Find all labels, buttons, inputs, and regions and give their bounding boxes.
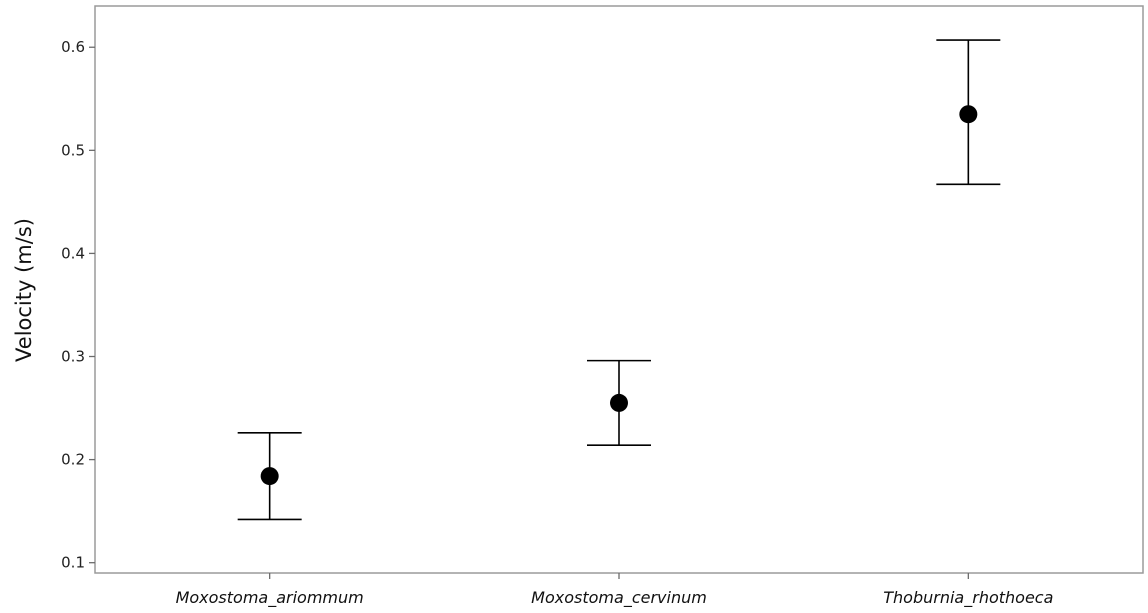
x-category-label: Moxostoma_cervinum (531, 588, 707, 608)
mean-point (959, 105, 978, 124)
x-category-label: Thoburnia_rhothoeca (883, 588, 1053, 608)
x-category-label: Moxostoma_ariommum (176, 588, 364, 608)
plot-frame (94, 5, 1144, 574)
series-intervals (237, 39, 1001, 521)
mean-point (610, 393, 628, 412)
y-axis-title: Velocity (m/s) (12, 218, 36, 362)
interval-1 (237, 431, 302, 521)
y-tick-label: 0.3 (61, 348, 85, 366)
y-tick-label: 0.6 (61, 38, 85, 56)
y-tick-label: 0.1 (61, 554, 85, 572)
x-axis: Moxostoma_ariommum Moxostoma_cervinum Thob… (176, 573, 1053, 608)
y-tick-label: 0.2 (61, 451, 85, 469)
y-axis: 0.1 0.2 0.3 0.4 0.5 0.6 (61, 38, 95, 572)
y-tick-label: 0.5 (61, 141, 85, 159)
interval-2 (587, 359, 651, 446)
y-tick-label: 0.4 (61, 244, 85, 262)
interval-3 (936, 39, 1001, 186)
mean-point (260, 467, 279, 486)
